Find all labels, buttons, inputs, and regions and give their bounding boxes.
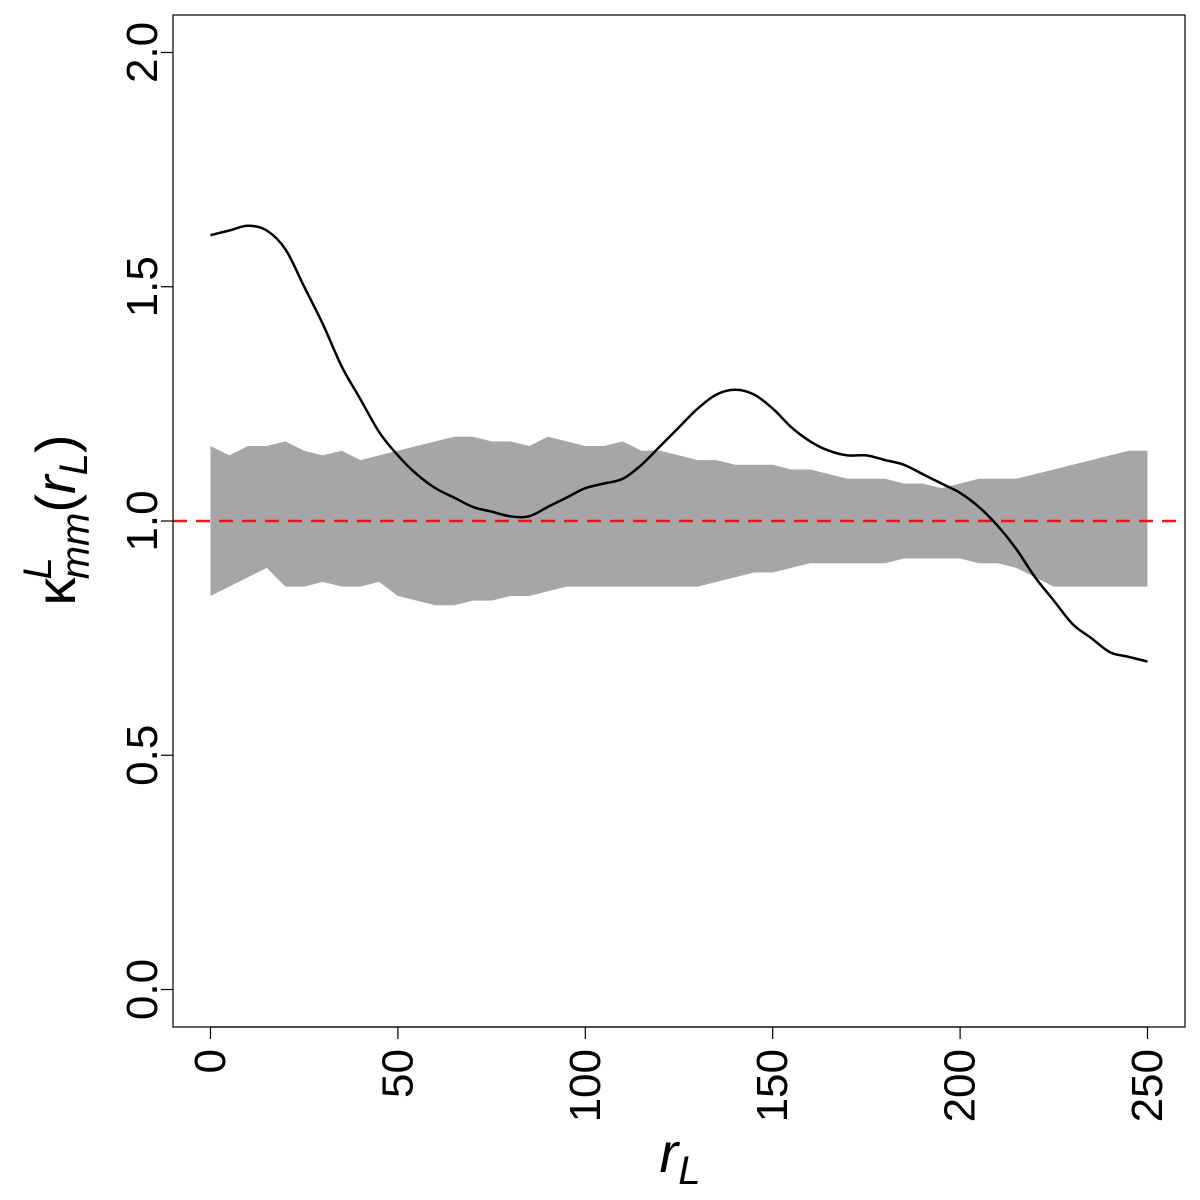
x-tick-label-4: 200 [936, 1049, 985, 1122]
y-tick-label-2: 1.0 [118, 490, 167, 551]
y-tick-label-4: 2.0 [118, 22, 167, 83]
y-axis-r-sub: L [52, 453, 96, 475]
y-axis-paren-close: ) [24, 434, 87, 453]
y-axis-sub: mm [54, 513, 98, 580]
x-tick-label-2: 100 [561, 1049, 610, 1122]
y-tick-label-0: 0.0 [118, 959, 167, 1020]
x-tick-label-3: 150 [748, 1049, 797, 1122]
x-tick-label-1: 50 [373, 1049, 422, 1098]
y-axis-kappa: κ [24, 577, 87, 606]
x-axis-title-sub: L [678, 1149, 700, 1193]
x-axis-title-main: r [660, 1121, 681, 1184]
y-tick-label-3: 1.5 [118, 256, 167, 317]
y-tick-label-1: 0.5 [118, 725, 167, 786]
series-line-0 [210, 224, 1148, 663]
x-axis-title: rL [660, 1121, 701, 1193]
y-axis-sup: L [16, 557, 60, 579]
y-axis-r: r [24, 473, 87, 494]
x-tick-label-5: 250 [1123, 1049, 1172, 1122]
y-axis-paren-open: ( [24, 494, 87, 513]
y-axis-title: κLmm(rL) [16, 434, 98, 605]
x-tick-label-0: 0 [186, 1049, 235, 1073]
